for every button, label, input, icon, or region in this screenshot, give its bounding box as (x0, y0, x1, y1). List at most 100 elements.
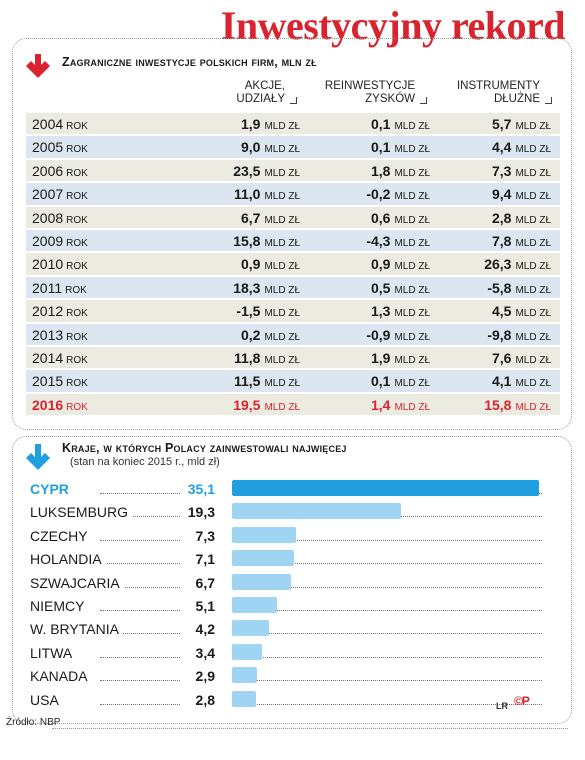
cell-value: 1,9 (240, 116, 261, 132)
table-cell: 26,3 MLD ZŁ (484, 256, 551, 272)
year-label: 2005 ROK (32, 139, 88, 155)
cell-unit: MLD ZŁ (394, 214, 430, 226)
year-suffix: ROK (66, 378, 88, 390)
table-cell: 1,3 MLD ZŁ (371, 303, 430, 319)
year-label: 2007 ROK (32, 186, 88, 202)
cell-value: 7,3 (491, 162, 512, 179)
year-suffix: ROK (66, 214, 88, 226)
country-label: SZWAJCARIA (30, 574, 124, 591)
bar (232, 480, 539, 496)
table-cell: 4,5 MLD ZŁ (492, 303, 551, 319)
cell-value: 19,5 (233, 396, 261, 413)
chart-title: Kraje, w których Polacy zainwestowali na… (62, 441, 347, 455)
column-header-line: AKCJE, (244, 80, 285, 92)
year-suffix: ROK (66, 144, 88, 156)
table-row: 2004 ROK 1,9 MLD ZŁ 0,1 MLD ZŁ 5,7 MLD ZŁ (26, 113, 560, 137)
cell-value: 0,1 (370, 139, 391, 156)
table-cell: 4,1 MLD ZŁ (492, 373, 551, 389)
year-label: 2012 ROK (32, 303, 88, 319)
column-header-reinvestment: REINWESTYCJE ZYSKÓW (325, 80, 427, 106)
row-leader-dots (232, 539, 542, 541)
country-value-label: 35,1 (187, 481, 215, 497)
cell-unit: MLD ZŁ (264, 331, 300, 343)
table-cell: 7,8 MLD ZŁ (492, 233, 551, 249)
year-suffix: ROK (66, 237, 88, 249)
cell-value: 15,8 (233, 232, 261, 249)
cell-value: 1,4 (370, 396, 391, 413)
table-cell: 0,1 MLD ZŁ (371, 139, 430, 155)
label-leader-dots (100, 610, 180, 611)
cell-value: -1,5 (236, 303, 261, 320)
cell-unit: MLD ZŁ (515, 191, 551, 203)
year-suffix: ROK (66, 167, 88, 179)
cell-value: 0,9 (370, 256, 391, 273)
year-label: 2009 ROK (32, 233, 88, 249)
country-label: KANADA (30, 668, 92, 685)
cell-value: 9,0 (240, 139, 261, 156)
country-value-label: 19,3 (187, 504, 215, 521)
cell-value: 0,2 (240, 326, 261, 343)
column-header-line: ZYSKÓW (365, 93, 415, 105)
cell-unit: MLD ZŁ (264, 354, 300, 366)
table-cell: 19,5 MLD ZŁ (233, 397, 300, 413)
cell-value: 4,5 (491, 303, 512, 320)
column-header-line: INSTRUMENTY (456, 80, 540, 92)
year-value: 2016 (32, 396, 64, 413)
cell-value: 18,3 (233, 279, 261, 296)
label-leader-dots (100, 586, 180, 588)
table-cell: -4,3 MLD ZŁ (366, 233, 430, 249)
cell-value: 5,7 (491, 116, 512, 132)
cell-unit: MLD ZŁ (394, 261, 430, 273)
cell-unit: MLD ZŁ (515, 261, 551, 273)
column-header-shares: AKCJE, UDZIAŁY (236, 80, 297, 106)
cell-unit: MLD ZŁ (264, 167, 300, 179)
year-suffix: ROK (65, 284, 87, 296)
table-cell: 1,9 MLD ZŁ (241, 116, 300, 132)
cell-value: 0,1 (370, 373, 391, 390)
year-label: 2013 ROK (32, 327, 88, 343)
cell-value: 15,8 (484, 396, 512, 413)
cell-unit: MLD ZŁ (394, 331, 430, 343)
cell-unit: MLD ZŁ (515, 237, 551, 249)
cell-value: 0,9 (240, 256, 261, 273)
investments-table-panel (12, 38, 572, 430)
year-value: 2011 (32, 279, 63, 296)
cell-value: 11,5 (233, 373, 261, 390)
bar (232, 667, 258, 684)
label-leader-dots (100, 633, 180, 635)
table-cell: 0,6 MLD ZŁ (371, 210, 430, 226)
column-header-debt: INSTRUMENTY DŁUŻNE (456, 80, 552, 106)
table-row: 2008 ROK 6,7 MLD ZŁ 0,6 MLD ZŁ 2,8 MLD ZŁ (26, 206, 560, 230)
source-divider (52, 728, 568, 729)
cell-unit: MLD ZŁ (515, 121, 551, 132)
cell-unit: MLD ZŁ (394, 354, 430, 366)
year-label: 2014 ROK (32, 350, 88, 366)
bar (232, 690, 257, 707)
year-suffix: ROK (66, 401, 88, 413)
table-cell: 0,1 MLD ZŁ (371, 116, 430, 132)
table-row: 2006 ROK 23,5 MLD ZŁ 1,8 MLD ZŁ 7,3 MLD ZŁ (26, 159, 560, 184)
country-label: NIEMCY (30, 598, 89, 614)
country-value-label: 2,9 (195, 668, 215, 685)
year-suffix: ROK (66, 261, 88, 273)
row-leader-dots (232, 703, 542, 705)
year-value: 2013 (32, 326, 64, 343)
year-suffix: ROK (66, 121, 88, 132)
cell-unit: MLD ZŁ (515, 354, 551, 366)
cell-unit: MLD ZŁ (264, 144, 300, 156)
cell-unit: MLD ZŁ (515, 308, 551, 320)
red-down-arrow-icon (26, 54, 50, 78)
chart-subtitle: (stan na koniec 2015 r., mld zł) (70, 456, 220, 468)
table-cell: -5,8 MLD ZŁ (487, 280, 551, 296)
table-cell: 5,7 MLD ZŁ (492, 116, 551, 132)
year-value: 2007 (32, 186, 64, 203)
cell-unit: MLD ZŁ (515, 144, 551, 156)
cell-unit: MLD ZŁ (515, 167, 551, 179)
cell-value: 0,6 (370, 209, 391, 226)
country-label: LITWA (30, 644, 77, 661)
table-cell: -9,8 MLD ZŁ (487, 327, 551, 343)
year-value: 2014 (32, 349, 64, 366)
cell-unit: MLD ZŁ (394, 237, 430, 249)
source-note: Źródło: NBP (6, 717, 61, 728)
cell-value: 2,8 (491, 209, 512, 226)
